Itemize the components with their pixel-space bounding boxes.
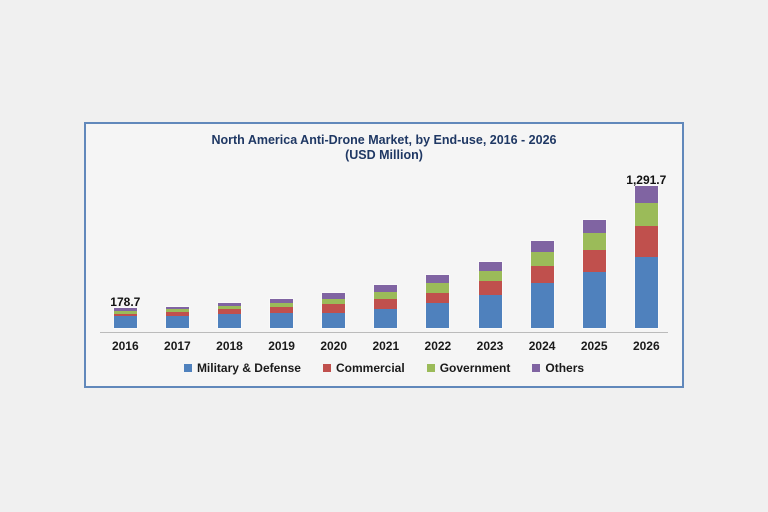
chart-panel: North America Anti-Drone Market, by End-…: [84, 122, 684, 388]
bar-segment-2025: [582, 219, 606, 233]
bar-segment-2017: [165, 315, 189, 328]
x-axis-label-2026: 2026: [632, 339, 660, 353]
legend-item-military-defense: Military & Defense: [183, 361, 301, 375]
legend-label: Commercial: [335, 361, 405, 375]
x-axis-label-2022: 2022: [424, 339, 452, 353]
x-axis-label-2020: 2020: [320, 339, 348, 353]
bar-segment-2024: [530, 252, 554, 266]
bar-segment-2022: [426, 283, 450, 293]
bar-segment-2016: [113, 313, 137, 317]
bar-segment-2023: [478, 261, 502, 271]
bar-segment-2023: [478, 281, 502, 296]
bar-segment-2022: [426, 274, 450, 284]
bar-segment-2018: [218, 309, 241, 314]
bar-segment-2017: [165, 306, 189, 309]
legend-item-commercial: Commercial: [322, 361, 405, 375]
bar-segment-2017: [165, 308, 189, 313]
data-label-2026: 1,291.7: [626, 172, 667, 187]
stacked-bar-2016: [112, 307, 138, 329]
bar-segment-2020: [322, 293, 346, 299]
data-label-2016: 178.7: [110, 295, 141, 310]
chart-title-line1: North America Anti-Drone Market, by End-…: [211, 133, 557, 147]
stacked-bar-2026: [633, 184, 659, 330]
legend-swatch-icon: [532, 364, 541, 372]
stacked-bar-2019: [269, 298, 295, 329]
legend-item-government: Government: [426, 361, 511, 375]
bar-segment-2019: [270, 307, 294, 314]
stacked-bar-2020: [321, 292, 347, 329]
bar-segment-2026: [634, 202, 658, 226]
stacked-bar-2018: [217, 302, 242, 329]
bar-segment-2018: [218, 305, 241, 310]
bar-segment-2021: [374, 285, 398, 292]
legend-swatch-icon: [183, 364, 192, 372]
x-axis-label-2021: 2021: [372, 339, 400, 353]
bar-segment-2025: [582, 271, 606, 328]
bar-segment-2016: [113, 310, 137, 314]
x-axis-label-2025: 2025: [580, 339, 608, 353]
bar-segment-2025: [582, 232, 606, 251]
x-axis-line: [100, 332, 668, 333]
bar-segment-2023: [478, 270, 502, 282]
bar-segment-2026: [634, 225, 658, 257]
legend-item-others: Others: [532, 361, 584, 375]
x-axis-label-2023: 2023: [476, 339, 504, 353]
bar-segment-2019: [270, 299, 294, 304]
stacked-bar-2025: [581, 218, 607, 330]
bar-segment-2019: [270, 303, 294, 308]
bar-segment-2021: [374, 298, 398, 309]
bar-segment-2024: [530, 282, 554, 328]
x-axis-label-2024: 2024: [528, 339, 556, 353]
legend-swatch-icon: [426, 364, 435, 372]
legend-swatch-icon: [322, 364, 331, 372]
bar-segment-2020: [322, 298, 346, 305]
bar-segment-2024: [530, 240, 554, 253]
bar-segment-2026: [634, 185, 658, 203]
bar-segment-2016: [113, 316, 137, 328]
chart-title: North America Anti-Drone Market, by End-…: [86, 133, 682, 163]
bar-segment-2022: [426, 303, 450, 328]
bar-segment-2020: [322, 312, 346, 328]
legend: Military & Defense Commercial Government Ot…: [86, 361, 682, 375]
x-axis-label-2018: 2018: [216, 339, 243, 353]
bar-segment-2023: [478, 295, 502, 328]
chart-title-line2: (USD Million): [345, 148, 423, 162]
stacked-bar-2024: [529, 239, 555, 330]
x-axis-label-2016: 2016: [111, 339, 139, 353]
legend-label: Military & Defense: [196, 361, 301, 375]
stacked-bar-2017: [164, 305, 190, 330]
bar-segment-2026: [634, 256, 658, 328]
legend-label: Government: [439, 361, 511, 375]
bar-segment-2022: [426, 292, 450, 304]
legend-label: Others: [545, 361, 585, 375]
bar-segment-2019: [270, 313, 294, 328]
x-axis-label-2017: 2017: [164, 339, 191, 353]
bar-segment-2018: [218, 313, 241, 328]
bar-segment-2021: [374, 291, 398, 299]
bar-segment-2018: [218, 303, 241, 306]
plot-area: 2016 2017 2018 2019 2020 2021 2022 2023 2024 2025…: [86, 124, 682, 386]
bar-segment-2025: [582, 250, 606, 272]
stacked-bar-2023: [477, 260, 503, 330]
stacked-bar-2021: [373, 284, 399, 329]
x-axis-label-2019: 2019: [268, 339, 295, 353]
bar-segment-2016: [113, 308, 137, 311]
bar-segment-2024: [530, 265, 554, 283]
bar-segment-2020: [322, 304, 346, 313]
bar-segment-2021: [374, 308, 398, 328]
stacked-bar-2022: [425, 273, 451, 330]
bar-segment-2017: [165, 312, 189, 316]
